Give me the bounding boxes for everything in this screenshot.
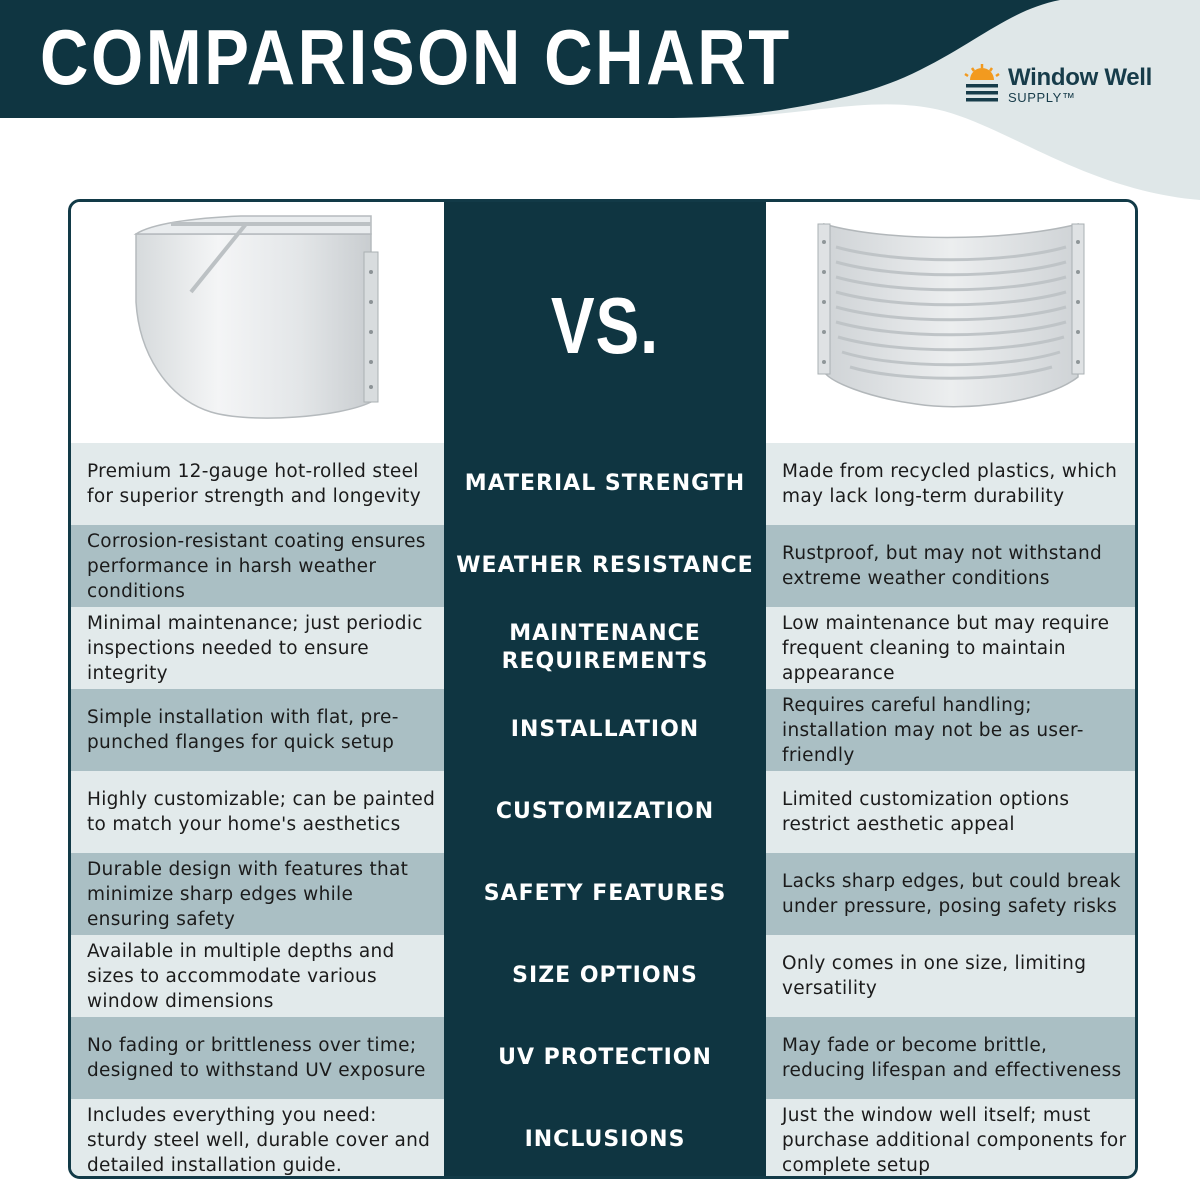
feature-label: MAINTENANCE REQUIREMENTS xyxy=(501,621,709,674)
plastic-text: Limited customization options restrict a… xyxy=(782,789,1070,835)
steel-description: Simple installation with flat, pre-punch… xyxy=(71,689,444,771)
feature-label: UV PROTECTION xyxy=(498,1045,712,1070)
steel-description: Highly customizable; can be painted to m… xyxy=(71,771,444,853)
plastic-text: Only comes in one size, limiting versati… xyxy=(782,953,1087,999)
plastic-text: Requires careful handling; installation … xyxy=(782,694,1084,766)
table-row: Includes everything you need: sturdy ste… xyxy=(71,1099,1135,1176)
steel-text: Premium 12-gauge hot-rolled steel for su… xyxy=(87,461,421,507)
table-row: Highly customizable; can be painted to m… xyxy=(71,771,1135,853)
feature-label: MATERIAL STRENGTH xyxy=(464,471,746,496)
sun-lines-logo-icon xyxy=(964,64,1000,102)
plastic-text: May fade or become brittle, reducing lif… xyxy=(782,1035,1122,1081)
table-row: Simple installation with flat, pre-punch… xyxy=(71,689,1135,771)
table-row: Durable design with features that minimi… xyxy=(71,853,1135,935)
steel-description: Durable design with features that minimi… xyxy=(71,853,444,935)
table-row: No fading or brittleness over time; desi… xyxy=(71,1017,1135,1099)
steel-text: Includes everything you need: sturdy ste… xyxy=(87,1104,431,1176)
plastic-description: Just the window well itself; must purcha… xyxy=(766,1099,1135,1176)
plastic-text: Low maintenance but may require frequent… xyxy=(782,612,1110,684)
steel-description: Minimal maintenance; just periodic inspe… xyxy=(71,607,444,689)
steel-description: Corrosion-resistant coating ensures perf… xyxy=(71,525,444,607)
steel-text: No fading or brittleness over time; desi… xyxy=(87,1035,426,1081)
plastic-description: Lacks sharp edges, but could break under… xyxy=(766,853,1135,935)
plastic-text: Just the window well itself; must purcha… xyxy=(782,1104,1127,1176)
plastic-text: Rustproof, but may not withstand extreme… xyxy=(782,543,1103,589)
brand-logo: Window Well SUPPLY™ xyxy=(964,64,1194,114)
plastic-description: Made from recycled plastics, which may l… xyxy=(766,443,1135,525)
feature-column: VS. xyxy=(444,202,766,1176)
plastic-description: Limited customization options restrict a… xyxy=(766,771,1135,853)
steel-text: Corrosion-resistant coating ensures perf… xyxy=(87,530,426,602)
table-row: Available in multiple depths and sizes t… xyxy=(71,935,1135,1017)
feature-label: INCLUSIONS xyxy=(524,1127,686,1152)
comparison-rows: Premium 12-gauge hot-rolled steel for su… xyxy=(71,443,1135,1176)
plastic-description: May fade or become brittle, reducing lif… xyxy=(766,1017,1135,1099)
steel-description: Available in multiple depths and sizes t… xyxy=(71,935,444,1017)
plastic-description: Only comes in one size, limiting versati… xyxy=(766,935,1135,1017)
plastic-description: Rustproof, but may not withstand extreme… xyxy=(766,525,1135,607)
feature-label: SIZE OPTIONS xyxy=(512,963,698,988)
comparison-table: VS. xyxy=(68,199,1138,1179)
steel-window-well-image xyxy=(71,202,444,443)
feature-label: CUSTOMIZATION xyxy=(495,799,715,824)
plastic-description: Requires careful handling; installation … xyxy=(766,689,1135,771)
steel-text: Simple installation with flat, pre-punch… xyxy=(87,707,399,753)
feature-label: WEATHER RESISTANCE xyxy=(456,553,754,578)
header-banner: COMPARISON CHART Window Well SUPPLY™ xyxy=(0,0,1200,200)
plastic-description: Low maintenance but may require frequent… xyxy=(766,607,1135,689)
brand-subtitle: SUPPLY™ xyxy=(1008,90,1076,105)
vs-label: VS. xyxy=(550,281,660,370)
table-row: Minimal maintenance; just periodic inspe… xyxy=(71,607,1135,689)
feature-label: INSTALLATION xyxy=(510,717,700,742)
plastic-text: Made from recycled plastics, which may l… xyxy=(782,461,1118,507)
steel-description: No fading or brittleness over time; desi… xyxy=(71,1017,444,1099)
steel-description: Includes everything you need: sturdy ste… xyxy=(71,1099,444,1176)
table-row: Premium 12-gauge hot-rolled steel for su… xyxy=(71,443,1135,525)
brand-name: Window Well xyxy=(1008,64,1153,91)
steel-text: Available in multiple depths and sizes t… xyxy=(87,940,395,1012)
table-row: Corrosion-resistant coating ensures perf… xyxy=(71,525,1135,607)
steel-text: Minimal maintenance; just periodic inspe… xyxy=(87,612,423,684)
steel-description: Premium 12-gauge hot-rolled steel for su… xyxy=(71,443,444,525)
steel-text: Highly customizable; can be painted to m… xyxy=(87,789,436,835)
banner-background xyxy=(0,0,1200,200)
page-title: COMPARISON CHART xyxy=(40,13,792,101)
steel-text: Durable design with features that minimi… xyxy=(87,858,409,930)
plastic-text: Lacks sharp edges, but could break under… xyxy=(782,871,1121,917)
feature-label: SAFETY FEATURES xyxy=(483,881,727,906)
plastic-window-well-image xyxy=(766,202,1135,443)
